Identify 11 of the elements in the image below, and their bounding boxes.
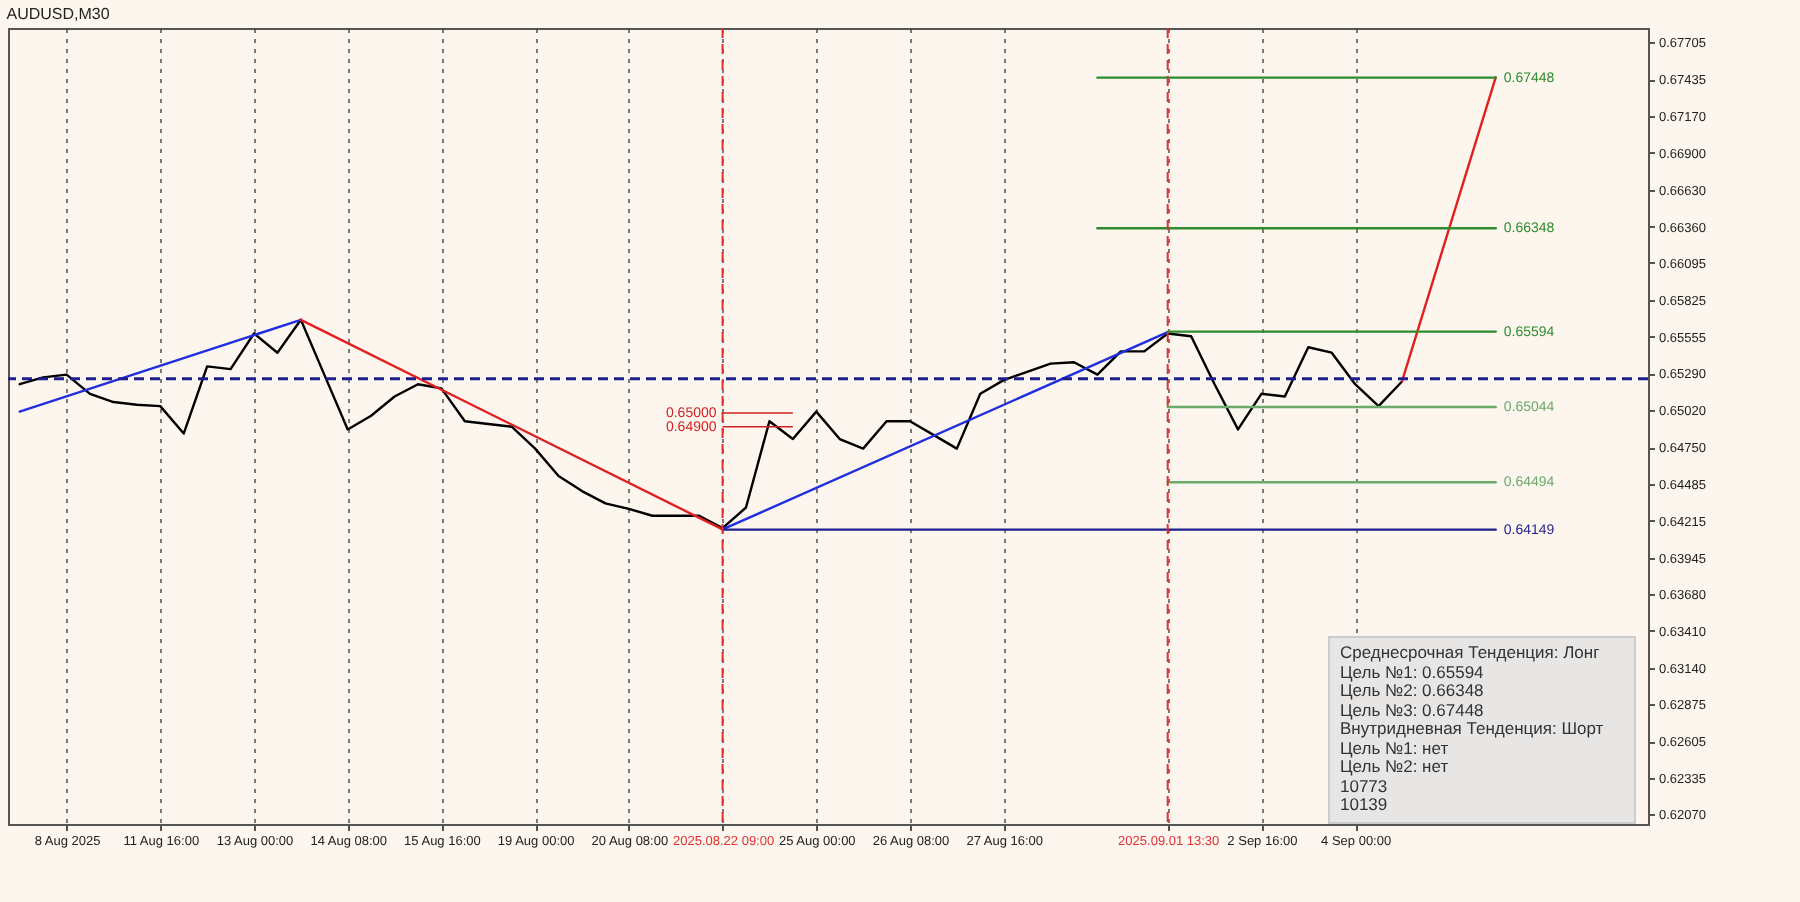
annotation: Среднесрочная Тенденция: Лонг	[1340, 642, 1602, 663]
annotation: 10139	[1340, 794, 1390, 815]
annotation: Цель №3: 0.67448	[1340, 699, 1486, 720]
annotation: 10773	[1340, 775, 1390, 796]
annotation: Цель №1: 0.65594	[1340, 661, 1484, 682]
annotation: Цель №1: нет	[1340, 737, 1449, 758]
line-series	[18, 318, 1404, 530]
annotation: Внутридневная Тенденция: Шорт	[1340, 718, 1606, 739]
chart-title: AUDUSD,M30	[6, 5, 111, 23]
annotation: Цель №2: 0.66348	[1340, 680, 1486, 701]
annotation: Цель №2: нет	[1340, 756, 1451, 777]
